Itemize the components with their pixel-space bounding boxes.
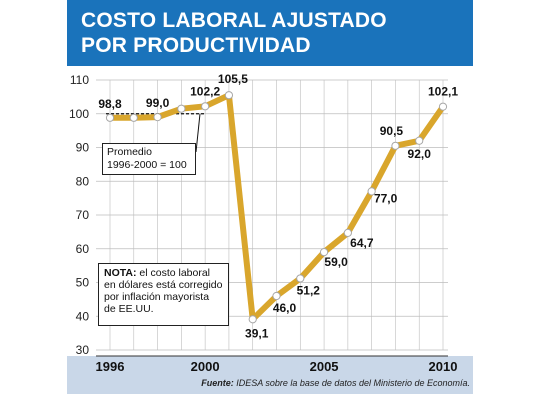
- chart-title-line2: POR PRODUCTIVIDAD: [81, 34, 311, 57]
- data-label: 46,0: [273, 301, 297, 315]
- data-label: 99,0: [146, 96, 170, 110]
- average-label-line2: 1996-2000 = 100: [107, 159, 187, 171]
- data-point: [153, 113, 162, 122]
- y-tick-label: 100: [69, 107, 89, 121]
- note-text-2: en dólares está corregido: [104, 279, 223, 291]
- data-label: 92,0: [408, 147, 432, 161]
- y-tick-label: 50: [76, 276, 90, 290]
- data-point: [367, 187, 376, 196]
- data-point: [343, 228, 352, 237]
- data-label: 39,1: [245, 326, 269, 340]
- data-point: [438, 102, 448, 111]
- data-label: 51,2: [297, 283, 321, 297]
- data-label: 98,8: [98, 97, 122, 111]
- data-label: 59,0: [324, 255, 348, 269]
- chart-title: COSTO LABORAL AJUSTADO POR PRODUCTIVIDAD: [81, 8, 387, 58]
- data-point: [177, 104, 186, 113]
- y-tick-label: 60: [76, 242, 90, 256]
- y-tick-label: 90: [76, 141, 90, 155]
- data-label: 105,5: [218, 72, 248, 86]
- source-text: IDESA sobre la base de datos del Ministe…: [233, 378, 470, 388]
- bottom-band: [67, 356, 473, 394]
- x-tick-label: 2000: [191, 359, 220, 374]
- y-tick-label: 30: [76, 343, 90, 357]
- note-label: NOTA:: [104, 267, 137, 279]
- y-tick-label: 40: [76, 309, 90, 323]
- data-point: [391, 141, 400, 150]
- note-text-4: de EE.UU.: [104, 303, 154, 315]
- note-text-3: por inflación mayorista: [104, 291, 210, 303]
- source-label: Fuente:: [201, 378, 234, 388]
- data-point: [415, 136, 424, 145]
- chart-header: COSTO LABORAL AJUSTADO POR PRODUCTIVIDAD: [67, 0, 473, 66]
- note-text-1: el costo laboral: [136, 267, 211, 279]
- chart-title-line1: COSTO LABORAL AJUSTADO: [81, 9, 387, 32]
- data-point: [201, 102, 210, 111]
- data-point: [105, 113, 115, 122]
- y-tick-label: 80: [76, 174, 90, 188]
- average-annotation: Promedio 1996-2000 = 100: [102, 143, 196, 175]
- x-tick-label: 1996: [96, 359, 125, 374]
- y-tick-label: 110: [70, 73, 89, 87]
- average-leader: [195, 113, 201, 153]
- x-tick-label: 2010: [429, 359, 458, 374]
- data-point: [319, 248, 329, 257]
- data-label: 90,5: [380, 124, 404, 138]
- data-point: [248, 315, 257, 324]
- data-label: 77,0: [374, 191, 398, 205]
- data-point: [272, 291, 281, 301]
- data-label: 102,1: [428, 85, 458, 99]
- data-point: [296, 274, 305, 283]
- data-point: [129, 113, 138, 122]
- note-annotation: NOTA: el costo laboral en dólares está c…: [98, 263, 229, 326]
- average-label-line1: Promedio: [107, 146, 152, 158]
- data-label: 64,7: [350, 236, 374, 250]
- data-point: [224, 91, 234, 100]
- y-tick-label: 70: [76, 208, 90, 222]
- data-label: 102,2: [190, 84, 220, 98]
- x-tick-label: 2005: [310, 359, 339, 374]
- source-note: Fuente: IDESA sobre la base de datos del…: [86, 378, 470, 388]
